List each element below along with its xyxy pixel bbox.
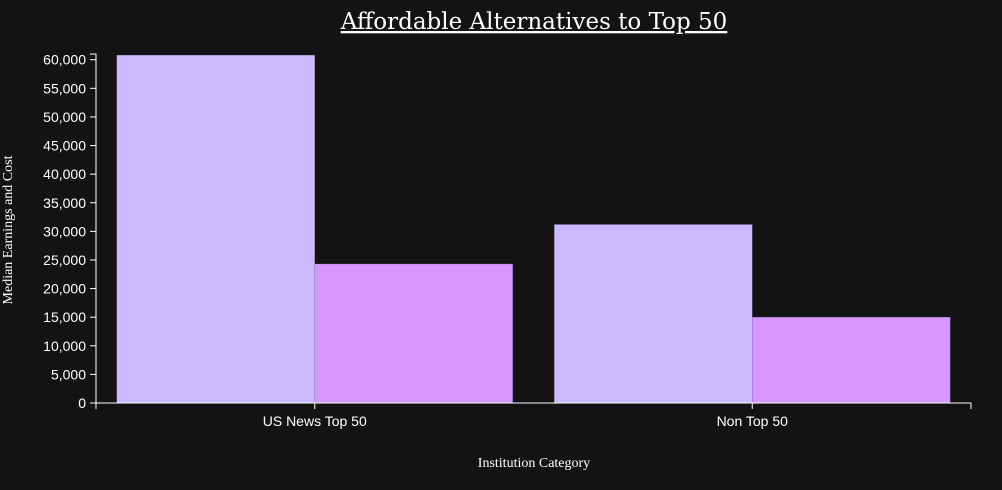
y-tick-label: 40,000	[43, 166, 86, 182]
y-tick-label: 10,000	[43, 338, 86, 354]
y-tick-label: 0	[78, 395, 86, 411]
x-tick-label: US News Top 50	[263, 413, 367, 429]
bar-series-2-non-top-50	[751, 316, 951, 404]
y-axis-title: Median Earnings and Cost	[1, 155, 16, 304]
y-tick-label: 45,000	[43, 138, 86, 154]
y-axis-line	[90, 53, 97, 404]
bar-series-1-non-top-50	[553, 224, 753, 404]
bars-layer	[116, 54, 951, 404]
y-tick-label: 35,000	[43, 195, 86, 211]
y-tick-label: 60,000	[43, 52, 86, 68]
y-axis: 0 5,000 10,000 15,000 20,000 25,000 30,000 35,0…	[43, 52, 97, 411]
chart-title: Affordable Alternatives to Top 50	[340, 9, 728, 35]
y-tick-label: 15,000	[43, 309, 86, 325]
y-tick-label: 50,000	[43, 109, 86, 125]
y-tick-label: 25,000	[43, 252, 86, 268]
y-tick-label: 55,000	[43, 80, 86, 96]
y-tick-label: 20,000	[43, 281, 86, 297]
y-tick-label: 5,000	[51, 366, 86, 382]
bar-series-2-us-news-top-50	[314, 263, 514, 404]
x-tick-label: Non Top 50	[717, 413, 789, 429]
x-axis: US News Top 50 Non Top 50	[95, 402, 972, 429]
x-axis-line	[95, 402, 972, 409]
bar-series-1-us-news-top-50	[116, 54, 316, 404]
x-axis-title: Institution Category	[478, 456, 590, 471]
y-tick-label: 30,000	[43, 223, 86, 239]
